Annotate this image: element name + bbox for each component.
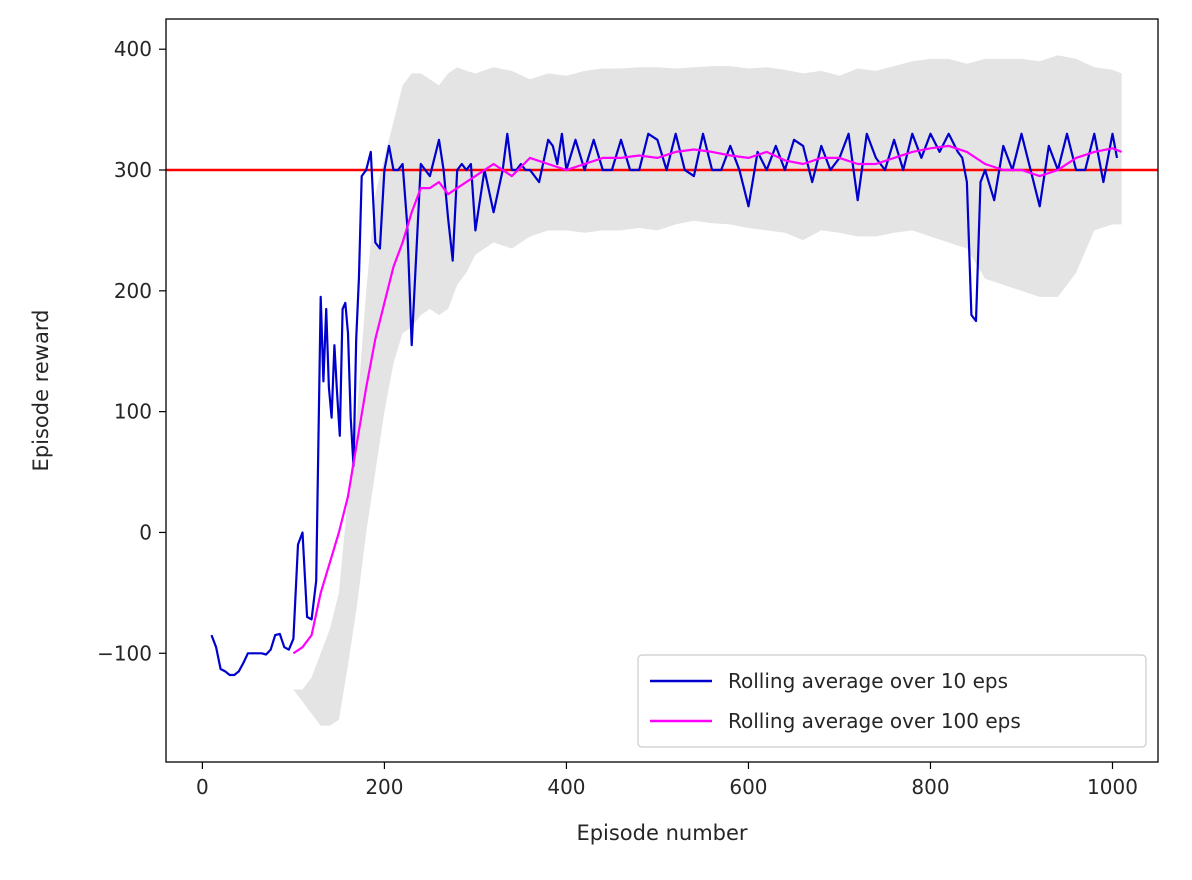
x-axis-label: Episode number (576, 821, 747, 845)
x-tick-label: 0 (196, 775, 209, 799)
legend-entry-rolling-10: Rolling average over 10 eps (728, 669, 1008, 693)
std-band-rolling-100 (293, 55, 1122, 726)
y-tick-label: 100 (114, 400, 152, 424)
y-tick-label: 0 (139, 520, 152, 544)
x-tick-label: 200 (365, 775, 403, 799)
std-band-layer (293, 55, 1122, 726)
legend-box (637, 654, 1147, 748)
y-tick-label: 400 (114, 37, 152, 61)
x-tick-label: 400 (547, 775, 585, 799)
legend: Rolling average over 10 eps Rolling aver… (637, 654, 1147, 748)
y-tick-label: 200 (114, 279, 152, 303)
series-line-rolling-10 (210, 132, 1119, 677)
x-axis-ticks: 0 200 400 600 800 1000 (196, 762, 1138, 799)
y-tick-label: 300 (114, 158, 152, 182)
x-tick-label: 1000 (1087, 775, 1138, 799)
y-axis-ticks: −100 0 100 200 300 400 (97, 37, 166, 665)
x-tick-label: 600 (729, 775, 767, 799)
series-line-rolling-100 (292, 144, 1123, 655)
y-tick-label: −100 (97, 641, 152, 665)
y-axis-label: Episode reward (29, 310, 53, 472)
x-tick-label: 800 (911, 775, 949, 799)
series-layer (210, 132, 1123, 677)
plot-area-frame (165, 18, 1159, 763)
legend-entry-rolling-100: Rolling average over 100 eps (728, 709, 1021, 733)
